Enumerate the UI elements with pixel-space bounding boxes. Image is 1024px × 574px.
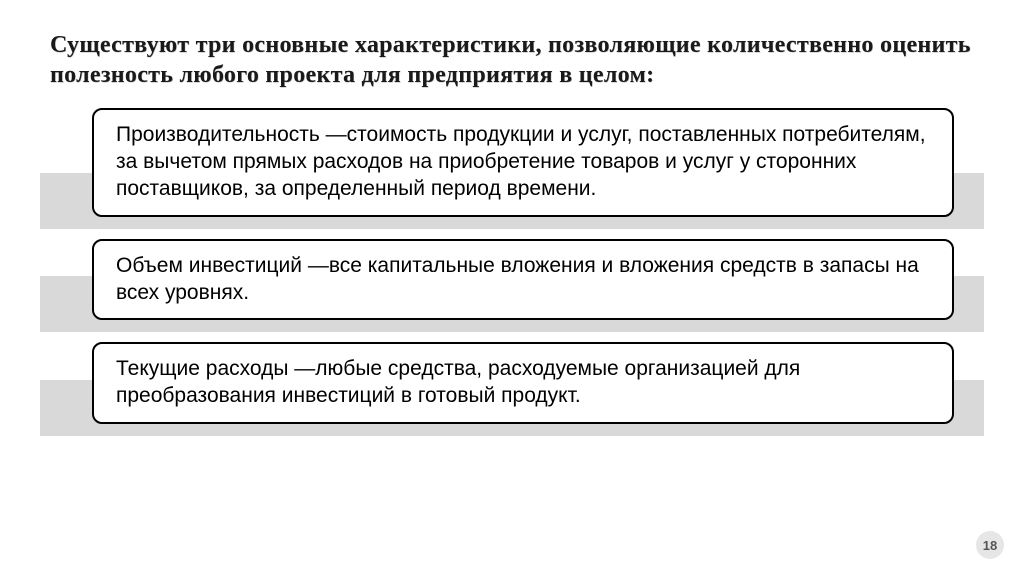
block-3-content: Текущие расходы —любые средства, расходу…	[92, 342, 954, 424]
block-2-content: Объем инвестиций —все капитальные вложен…	[92, 239, 954, 321]
block-2: Объем инвестиций —все капитальные вложен…	[50, 239, 974, 321]
slide-title: Существуют три основные характеристики, …	[50, 30, 974, 90]
block-1-content: Производительность —стоимость продукции …	[92, 108, 954, 217]
page-number-badge: 18	[976, 531, 1004, 559]
block-1: Производительность —стоимость продукции …	[50, 108, 974, 217]
slide-container: Существуют три основные характеристики, …	[0, 0, 1024, 574]
page-number-text: 18	[983, 538, 997, 553]
block-3: Текущие расходы —любые средства, расходу…	[50, 342, 974, 424]
